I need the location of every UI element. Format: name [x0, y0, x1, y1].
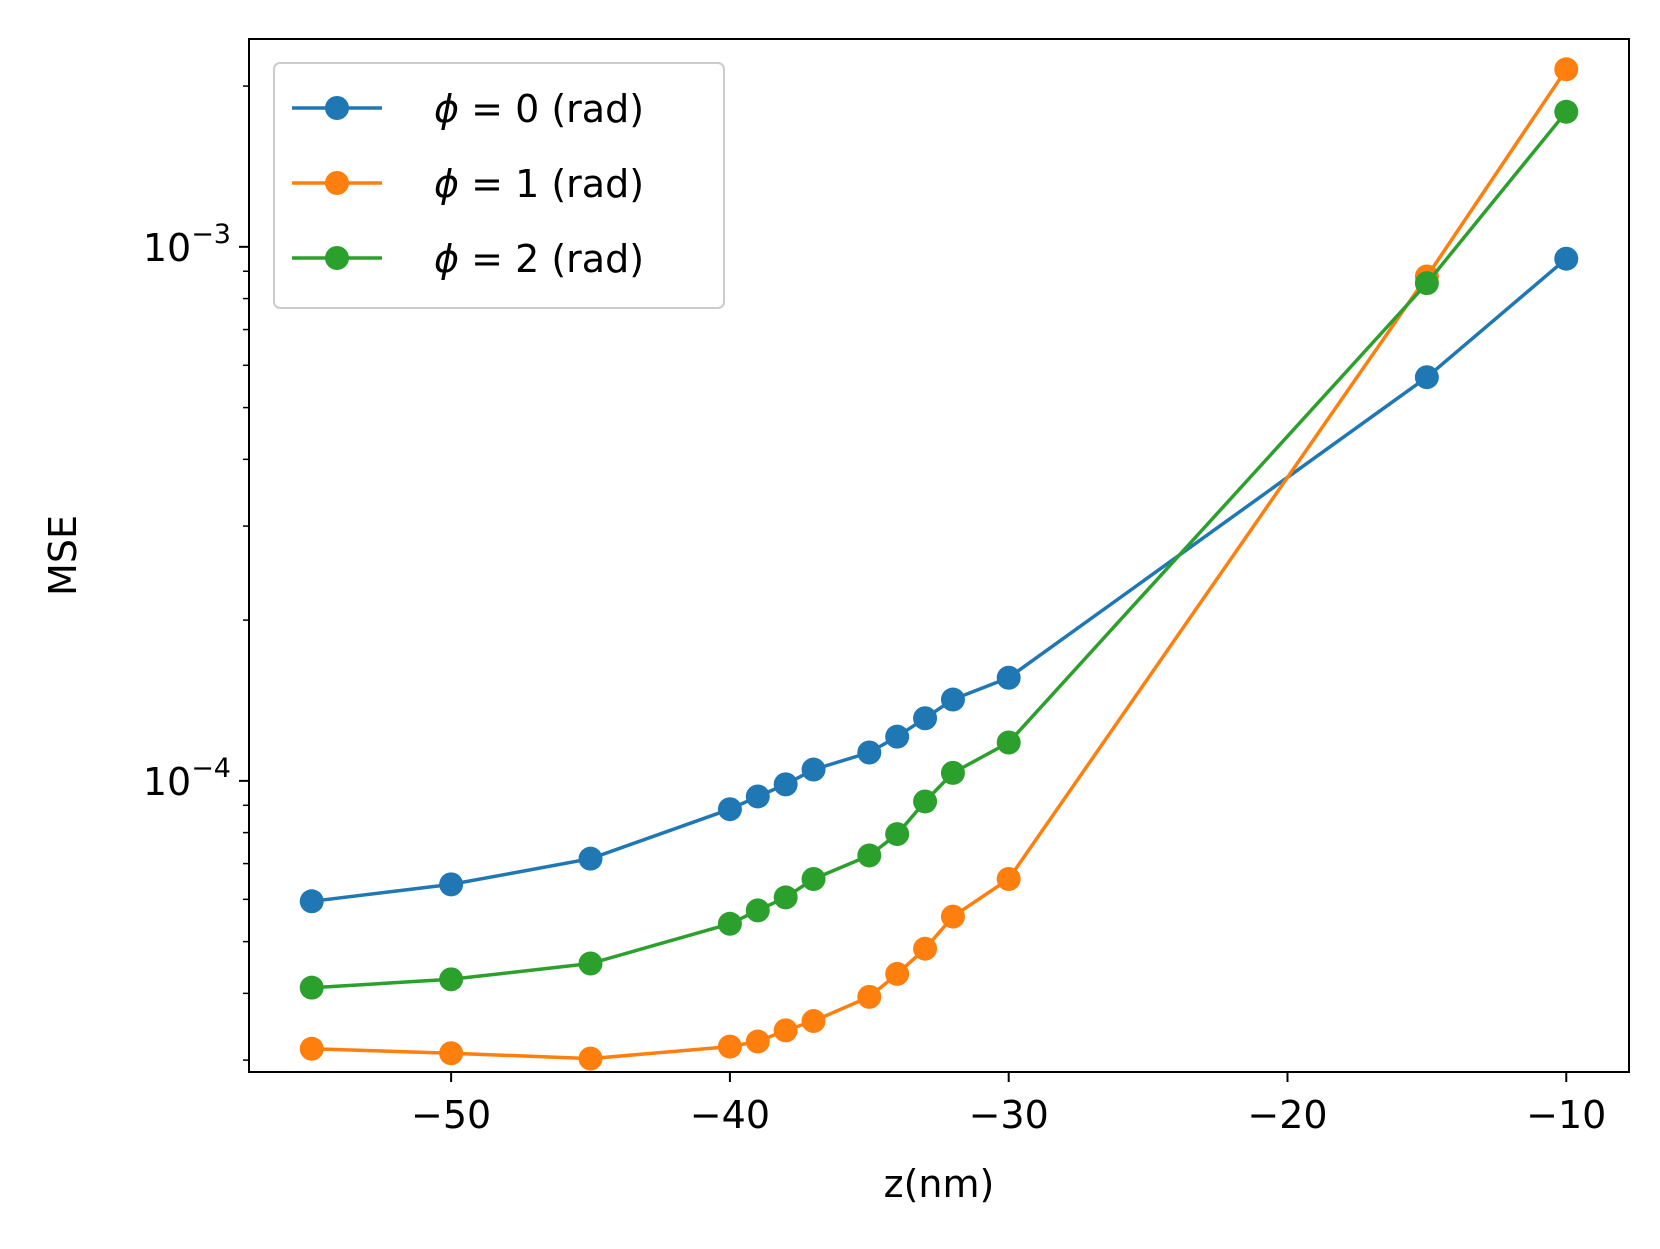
series-0 [299, 246, 1579, 914]
data-point [578, 951, 603, 976]
data-point [940, 904, 965, 929]
data-point [913, 936, 938, 961]
x-axis-label: z(nm) [884, 1162, 995, 1206]
data-point [745, 898, 770, 923]
x-tick-label: −50 [411, 1093, 491, 1137]
legend-item-0: ϕ = 0 (rad) [292, 87, 644, 131]
axes-layer: −50 −40 −30 −20 −10 10−4 10−3 [143, 85, 1606, 1137]
data-point [773, 772, 798, 797]
data-point [717, 1034, 742, 1059]
data-point [1554, 57, 1579, 82]
data-point [857, 740, 882, 765]
x-tick-label: −20 [1247, 1093, 1327, 1137]
data-point [996, 730, 1021, 755]
x-tick-label: −40 [690, 1093, 770, 1137]
data-point [439, 872, 464, 897]
data-point [1414, 365, 1439, 390]
legend-label: ϕ = 1 (rad) [434, 162, 644, 206]
data-point [801, 757, 826, 782]
data-point [885, 822, 910, 847]
legend-marker [325, 171, 349, 195]
data-point [801, 867, 826, 892]
data-point [913, 789, 938, 814]
legend-marker [325, 96, 349, 120]
data-point [773, 885, 798, 910]
data-point [857, 843, 882, 868]
legend-marker [325, 246, 349, 270]
data-point [885, 724, 910, 749]
data-point [745, 784, 770, 809]
data-point [439, 967, 464, 992]
legend: ϕ = 0 (rad) ϕ = 1 (rad) ϕ = 2 (rad) [273, 62, 725, 309]
series-2 [299, 99, 1579, 1000]
data-point [439, 1041, 464, 1066]
data-point [773, 1018, 798, 1043]
legend-label: ϕ = 0 (rad) [434, 87, 644, 131]
data-point [1414, 271, 1439, 296]
legend-label: ϕ = 2 (rad) [434, 237, 644, 281]
y-tick-label: 10−3 [143, 219, 231, 270]
plot-frame [248, 38, 1630, 1073]
data-point [1554, 99, 1579, 124]
data-point [717, 797, 742, 822]
data-point [913, 706, 938, 731]
data-point [299, 975, 324, 1000]
x-tick-label: −30 [969, 1093, 1049, 1137]
data-point [1554, 246, 1579, 271]
data-point [885, 961, 910, 986]
series-layer [299, 57, 1579, 1071]
data-point [996, 665, 1021, 690]
data-point [578, 1046, 603, 1071]
legend-box [273, 62, 725, 309]
series-1 [299, 57, 1579, 1071]
y-axis-label: MSE [41, 515, 85, 596]
legend-item-2: ϕ = 2 (rad) [292, 237, 644, 281]
data-point [996, 867, 1021, 892]
data-point [940, 687, 965, 712]
x-tick-label: −10 [1526, 1093, 1606, 1137]
data-point [299, 1036, 324, 1061]
data-point [578, 846, 603, 871]
y-tick-label: 10−4 [143, 753, 231, 804]
data-point [299, 889, 324, 914]
data-point [717, 911, 742, 936]
data-point [801, 1009, 826, 1034]
data-point [940, 760, 965, 785]
data-point [745, 1029, 770, 1054]
data-point [857, 984, 882, 1009]
legend-item-1: ϕ = 1 (rad) [292, 162, 644, 206]
